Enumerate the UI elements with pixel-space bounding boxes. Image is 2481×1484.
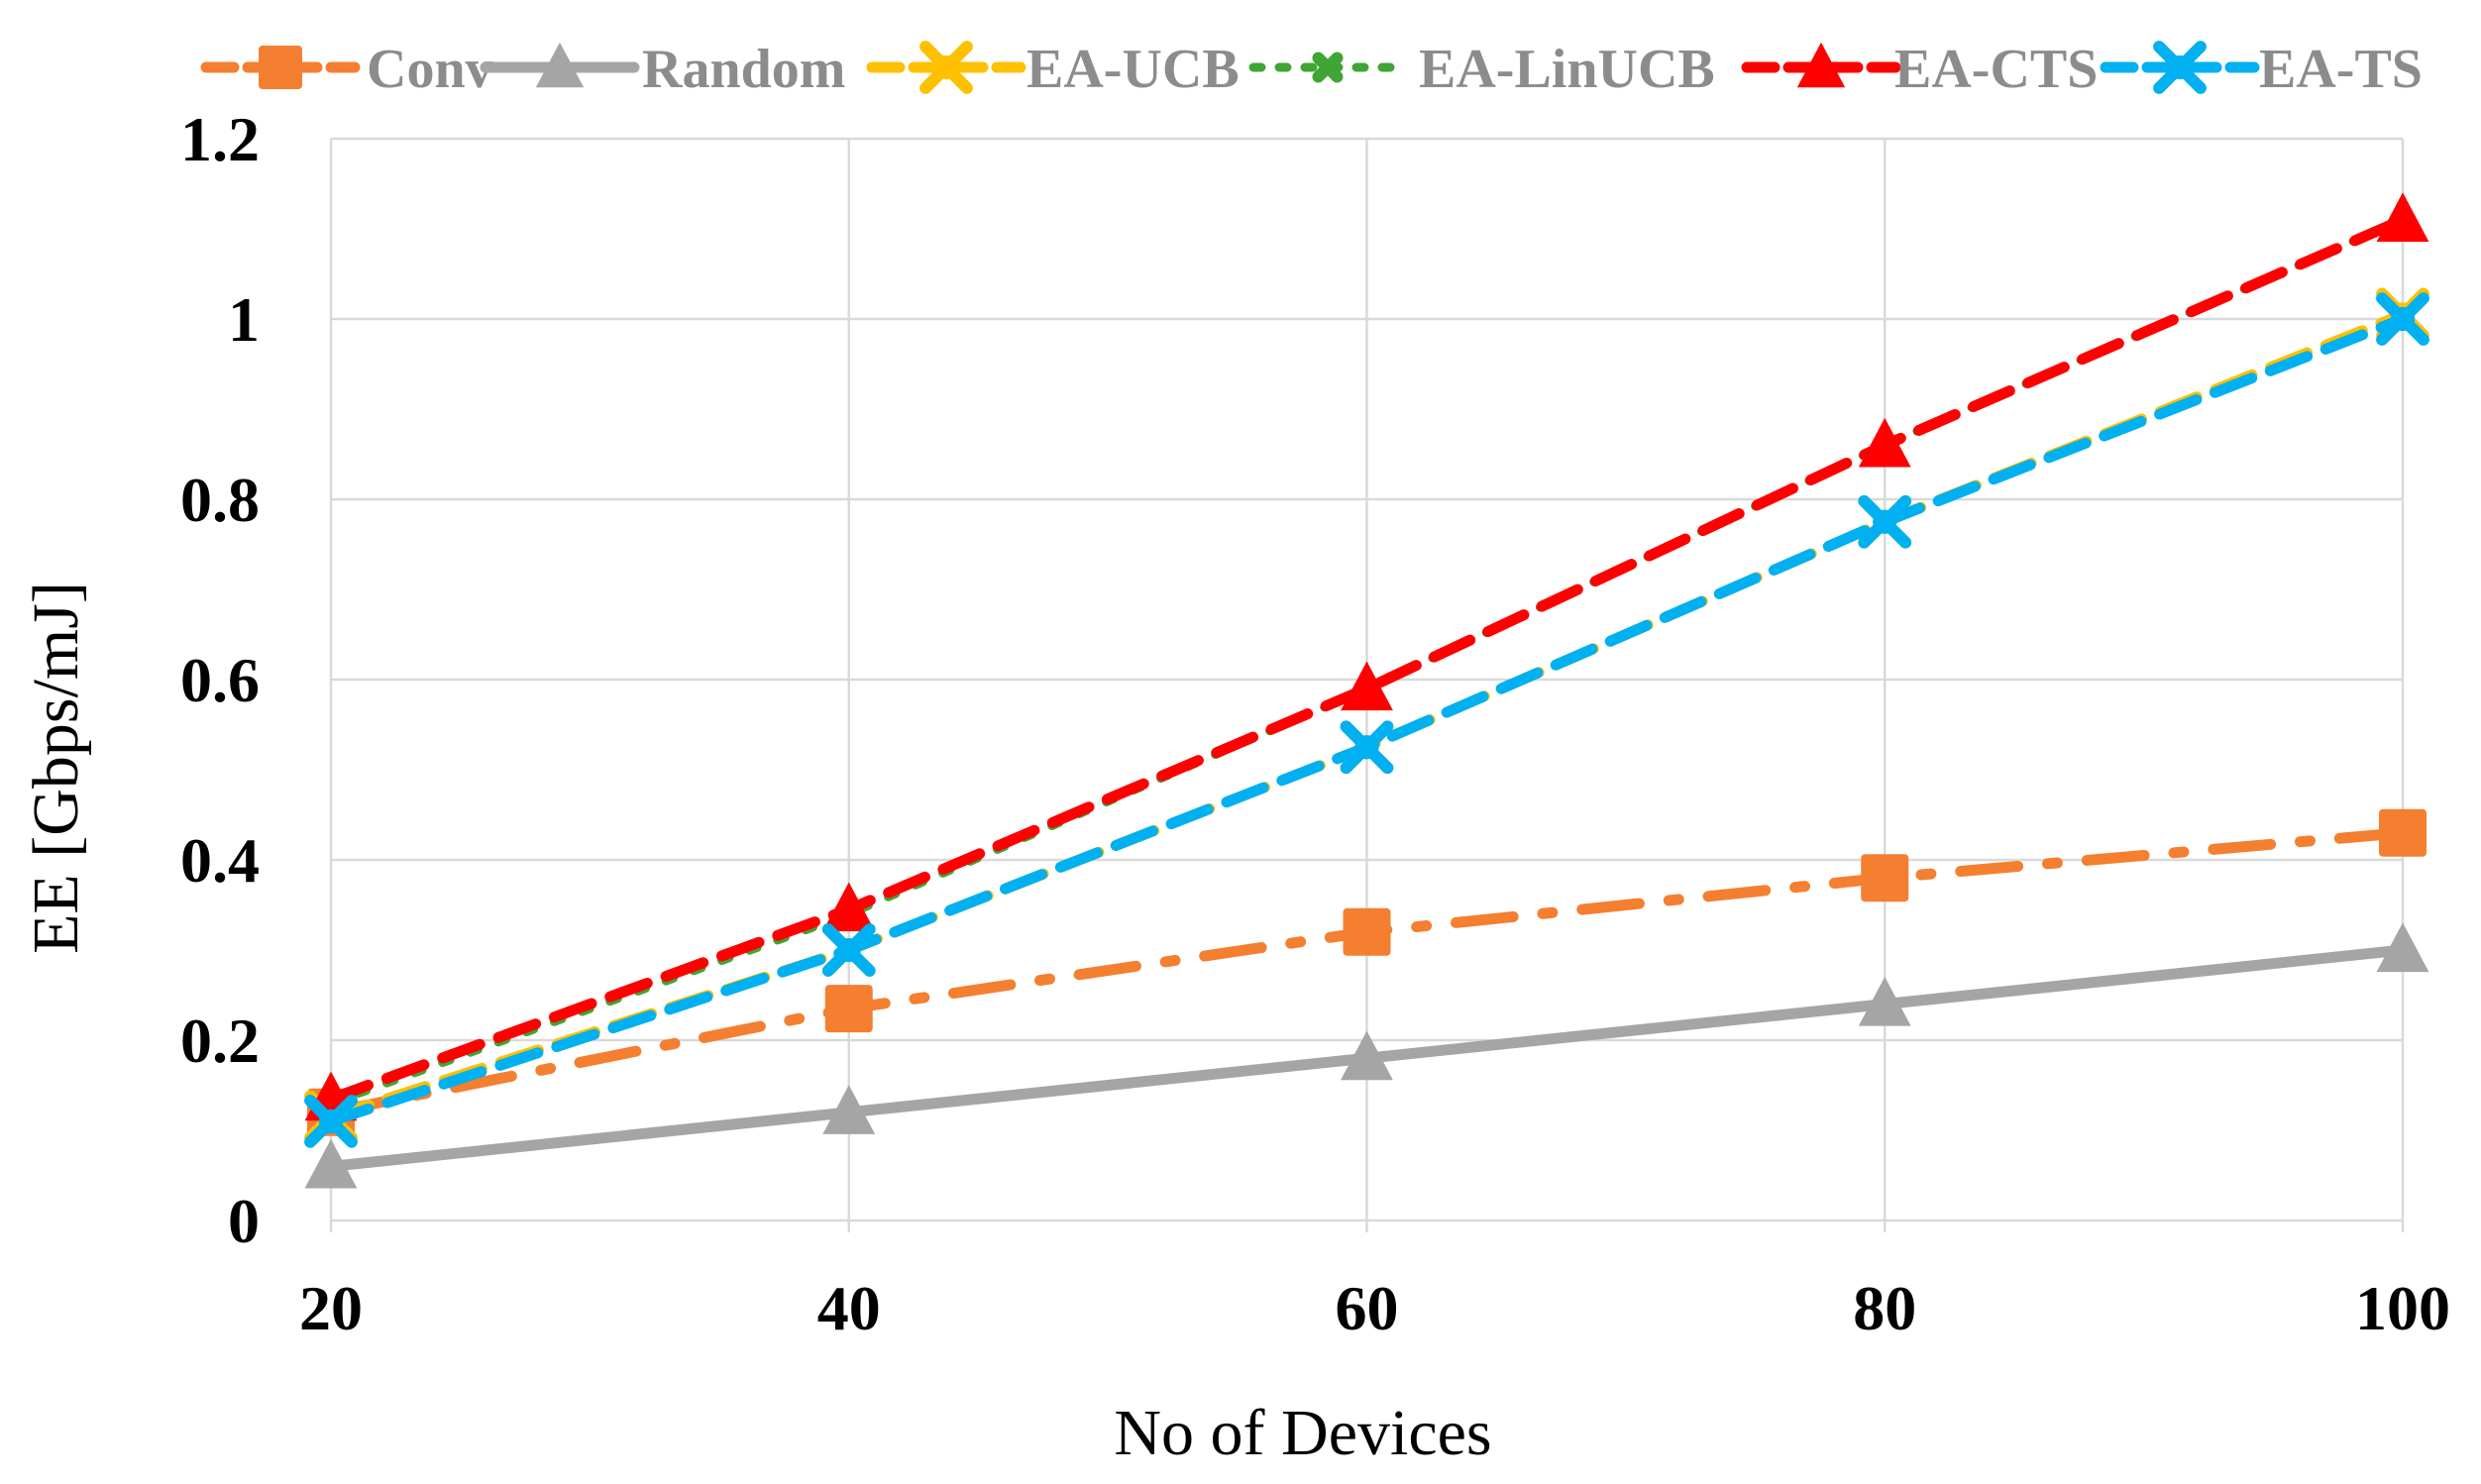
marker-core [933,54,959,80]
legend-item-conv: Conv [200,39,493,100]
legend-item-ea-linucb: EA-LinUCB [1248,39,1715,100]
data-point-conv [1343,907,1391,956]
legend-swatch-marker [535,42,585,88]
x-tick-label: 80 [1853,1273,1916,1343]
marker-core [1354,735,1379,760]
legend: Conv Random EA-UCB EA-LinUCB EA-CTS EA-TS [200,39,2423,100]
data-point-ea-ts [821,923,876,977]
marker-core [2167,54,2193,80]
axis-ticks: 0 0.2 0.4 0.6 0.8 1 1.2 20 40 60 80 100 [180,104,2450,1343]
legend-item-ea-ucb: EA-UCB [866,39,1240,100]
legend-label: EA-LinUCB [1419,39,1715,100]
data-point-random [304,1138,358,1189]
legend-swatch-marker [919,41,973,94]
legend-label: EA-TS [2259,39,2423,100]
data-point-random [2376,922,2429,973]
x-axis-title: No of Devices [1114,1397,1491,1469]
legend-swatch-marker [259,46,302,89]
x-tick-label: 40 [817,1273,881,1343]
y-tick-label: 0.2 [180,1006,260,1076]
y-axis-title: EE [Gbps/mJ] [20,582,92,954]
y-tick-label: 1.2 [180,104,260,174]
legend-swatch-marker [1312,52,1344,83]
data-point-random [822,1085,876,1134]
y-tick-label: 1 [228,284,260,355]
legend-item-ea-ts: EA-TS [2100,39,2423,100]
x-tick-label: 60 [1336,1273,1399,1343]
x-tick-label: 20 [299,1273,363,1343]
marker-core [1322,61,1334,73]
data-point-ea-cts [2376,192,2429,242]
data-point-ea-ts [1340,720,1394,775]
x-tick-label: 100 [2355,1273,2450,1343]
marker-core [836,937,861,963]
legend-label: Random [642,39,845,100]
marker-core [318,1109,344,1133]
data-point-ea-ts [2376,292,2429,346]
data-point-conv [824,985,873,1033]
data-point-random [1858,977,1911,1026]
series-random [304,922,2429,1189]
data-point-conv [1861,854,1909,902]
y-tick-label: 0.8 [180,465,260,535]
y-tick-label: 0.6 [180,645,260,715]
data-point-conv [2379,808,2427,857]
legend-item-ea-cts: EA-CTS [1741,39,2098,100]
legend-swatch-marker [2153,41,2207,94]
marker-core [2390,306,2416,332]
legend-label: EA-CTS [1894,39,2098,100]
data-point-ea-ts [304,1095,358,1148]
data-point-ea-cts [1341,661,1393,711]
y-tick-label: 0 [228,1186,260,1256]
data-point-random [1341,1030,1393,1081]
series-layer [304,192,2429,1189]
legend-label: EA-UCB [1026,39,1240,100]
y-tick-label: 0.4 [180,825,260,896]
marker-core [1873,509,1897,534]
legend-swatch-marker [1796,42,1846,88]
data-point-ea-ts [1858,494,1912,549]
data-point-ea-cts [822,882,876,932]
legend-label: Conv [367,39,493,100]
series-ea-ts [304,292,2429,1148]
data-point-ea-cts [1858,417,1911,468]
legend-item-random: Random [480,39,845,100]
